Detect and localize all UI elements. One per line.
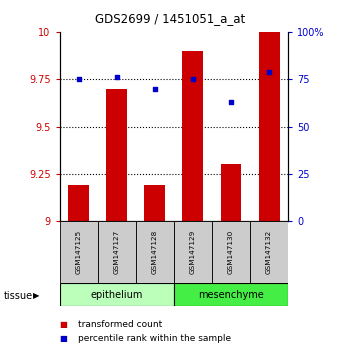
Text: tissue: tissue [3,291,32,301]
Bar [98,221,136,283]
Text: ■: ■ [60,334,68,343]
Bar [144,185,165,221]
Bar [250,221,288,283]
Text: GSM147130: GSM147130 [228,230,234,274]
Bar [258,32,280,221]
Point [266,69,272,74]
Text: GSM147129: GSM147129 [190,230,196,274]
Text: transformed count: transformed count [78,320,163,329]
Text: percentile rank within the sample: percentile rank within the sample [78,334,232,343]
Point [114,74,119,80]
Bar [182,51,204,221]
Bar [68,185,89,221]
Text: GSM147128: GSM147128 [152,230,158,274]
Point [152,86,158,92]
Point [76,76,81,82]
Bar [106,89,127,221]
Text: ▶: ▶ [33,291,40,300]
Text: GDS2699 / 1451051_a_at: GDS2699 / 1451051_a_at [95,12,246,25]
Bar [136,221,174,283]
Bar [60,283,174,306]
Text: GSM147125: GSM147125 [76,230,82,274]
Text: mesenchyme: mesenchyme [198,290,264,300]
Text: GSM147132: GSM147132 [266,230,272,274]
Bar [174,221,212,283]
Point [190,76,196,82]
Text: ■: ■ [60,320,68,329]
Text: epithelium: epithelium [91,290,143,300]
Text: GSM147127: GSM147127 [114,230,120,274]
Bar [60,221,98,283]
Point [228,99,234,105]
Bar [221,164,241,221]
Bar [174,283,288,306]
Bar [212,221,250,283]
